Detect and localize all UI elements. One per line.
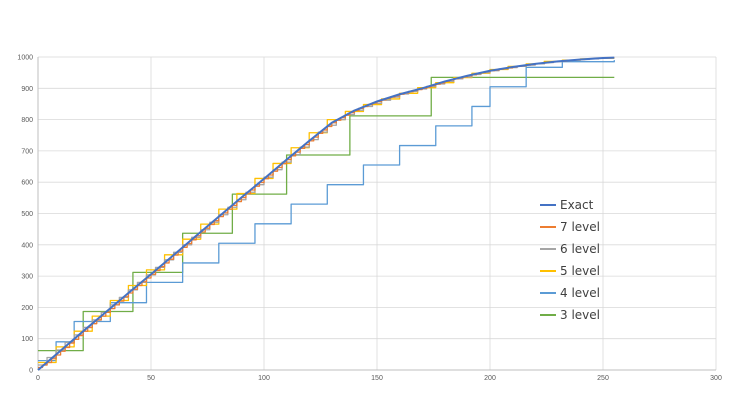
y-tick-label: 500 xyxy=(21,211,33,218)
x-tick-label: 0 xyxy=(36,375,40,382)
y-tick-label: 600 xyxy=(21,180,33,187)
tick-labels: 0 100 200 300 400 500 600 700 800 900 1000 0 50 100 15… xyxy=(17,55,722,383)
y-tick-label: 700 xyxy=(21,148,33,155)
legend-item: 6 level xyxy=(540,242,600,256)
series-line-5-level xyxy=(38,57,615,364)
y-tick-label: 800 xyxy=(21,117,33,124)
y-tick-label: 100 xyxy=(21,336,33,343)
legend-label: 6 level xyxy=(560,242,600,256)
x-tick-label: 250 xyxy=(597,375,609,382)
x-tick-label: 150 xyxy=(371,375,383,382)
y-tick-label: 0 xyxy=(29,368,33,375)
legend-label: 7 level xyxy=(560,220,600,234)
y-tick-label: 200 xyxy=(21,305,33,312)
y-tick-label: 1000 xyxy=(17,55,33,62)
series-line-6-level xyxy=(38,57,615,366)
y-tick-label: 400 xyxy=(21,242,33,249)
legend-label: 3 level xyxy=(560,308,600,322)
x-tick-label: 100 xyxy=(258,375,270,382)
y-tick-label: 300 xyxy=(21,274,33,281)
series-line-exact xyxy=(37,56,615,371)
series-line-4-level xyxy=(38,60,615,362)
legend-label: 4 level xyxy=(560,286,600,300)
legend-item: 5 level xyxy=(540,264,600,278)
x-tick-label: 200 xyxy=(484,375,496,382)
legend-label: 5 level xyxy=(560,264,600,278)
legend-item: 4 level xyxy=(540,286,600,300)
legend-label: Exact xyxy=(560,198,594,212)
axes xyxy=(37,57,716,371)
legend: Exact 7 level 6 level 5 level 4 level 3 level xyxy=(540,198,600,322)
legend-item: Exact xyxy=(540,198,594,212)
legend-item: 7 level xyxy=(540,220,600,234)
x-tick-label: 50 xyxy=(147,375,155,382)
y-tick-label: 900 xyxy=(21,86,33,93)
series-line-7-level xyxy=(38,56,615,369)
series-line-3-level xyxy=(38,76,615,352)
series-lines xyxy=(37,56,615,371)
x-tick-label: 300 xyxy=(710,375,722,382)
legend-item: 3 level xyxy=(540,308,600,322)
